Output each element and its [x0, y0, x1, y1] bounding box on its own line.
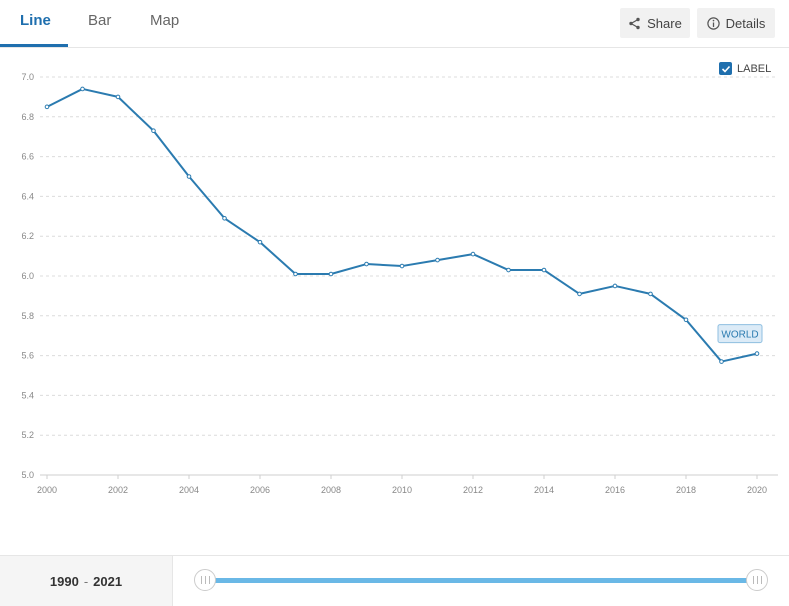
data-point: [151, 128, 156, 134]
tab-bar[interactable]: Bar: [88, 12, 112, 29]
chart-type-tabs: Line Bar Map Share Details: [0, 0, 789, 48]
share-label: Share: [647, 15, 682, 31]
x-tick-label: 2016: [605, 485, 625, 495]
data-point: [648, 291, 653, 297]
range-start: 1990: [49, 573, 79, 589]
y-tick-label: 5.2: [21, 430, 34, 440]
data-point: [754, 351, 760, 356]
info-icon: [706, 16, 720, 30]
grip-icon: [752, 576, 762, 584]
label-toggle-text: LABEL: [737, 62, 772, 75]
tab-map[interactable]: Map: [150, 12, 180, 29]
details-label: Details: [725, 15, 766, 31]
data-point: [80, 86, 85, 92]
data-point: [541, 267, 547, 273]
range-slider-start-handle[interactable]: [194, 569, 216, 591]
range-display: 1990 - 2021: [0, 556, 173, 606]
series-label: WORLD: [721, 330, 758, 341]
range-separator: -: [83, 573, 89, 589]
x-tick-label: 2010: [392, 485, 412, 495]
data-point: [577, 291, 582, 297]
data-point: [719, 359, 724, 364]
range-end: 2021: [93, 573, 123, 589]
data-point: [506, 267, 511, 273]
y-tick-label: 6.0: [21, 271, 34, 281]
label-checkbox[interactable]: [719, 62, 732, 75]
y-tick-label: 6.2: [21, 231, 34, 241]
line-chart: 5.0 5.2 5.4 5.6 5.8 6.0 6.2 6.4 6.6 6.8 7.0 2000 200…: [21, 72, 778, 495]
x-tick-label: 2000: [37, 485, 57, 495]
data-point: [293, 271, 298, 277]
data-point: [115, 94, 121, 100]
share-icon: [629, 17, 640, 29]
y-tick-label: 5.0: [21, 470, 34, 480]
data-point: [470, 251, 476, 257]
data-point: [222, 215, 227, 221]
grip-icon: [200, 576, 210, 584]
x-tick-label: 2020: [747, 485, 767, 495]
data-point: [399, 263, 405, 269]
label-toggle: LABEL: [719, 62, 771, 75]
range-slider-end-handle[interactable]: [746, 569, 768, 591]
tab-line[interactable]: Line: [20, 12, 51, 29]
y-tick-label: 5.4: [21, 390, 34, 400]
data-point: [186, 174, 192, 179]
data-point: [257, 239, 263, 245]
y-tick-label: 6.8: [21, 112, 34, 122]
x-tick-label: 2006: [250, 485, 270, 495]
y-tick-label: 7.0: [21, 72, 34, 82]
data-point: [435, 257, 440, 263]
data-point: [328, 271, 334, 277]
y-tick-label: 6.4: [21, 191, 34, 201]
time-range-bar: 1990 - 2021: [0, 555, 789, 606]
x-tick-label: 2004: [179, 485, 199, 495]
x-tick-label: 2002: [108, 485, 128, 495]
share-button[interactable]: Share: [620, 8, 690, 38]
x-tick-label: 2018: [676, 485, 696, 495]
check-icon: [721, 65, 730, 73]
y-tick-label: 5.6: [21, 351, 34, 361]
data-point: [44, 104, 50, 110]
x-tick-label: 2008: [321, 485, 341, 495]
data-point: [364, 261, 369, 267]
series-label-box: [717, 324, 763, 344]
range-slider-track[interactable]: [205, 578, 757, 583]
y-tick-label: 6.6: [21, 152, 34, 162]
x-tick-label: 2012: [463, 485, 483, 495]
x-tick-label: 2014: [534, 485, 554, 495]
y-tick-label: 5.8: [21, 311, 34, 321]
active-tab-indicator: [0, 44, 68, 47]
data-point: [612, 283, 618, 289]
data-point: [683, 317, 689, 323]
details-button[interactable]: Details: [697, 8, 775, 38]
